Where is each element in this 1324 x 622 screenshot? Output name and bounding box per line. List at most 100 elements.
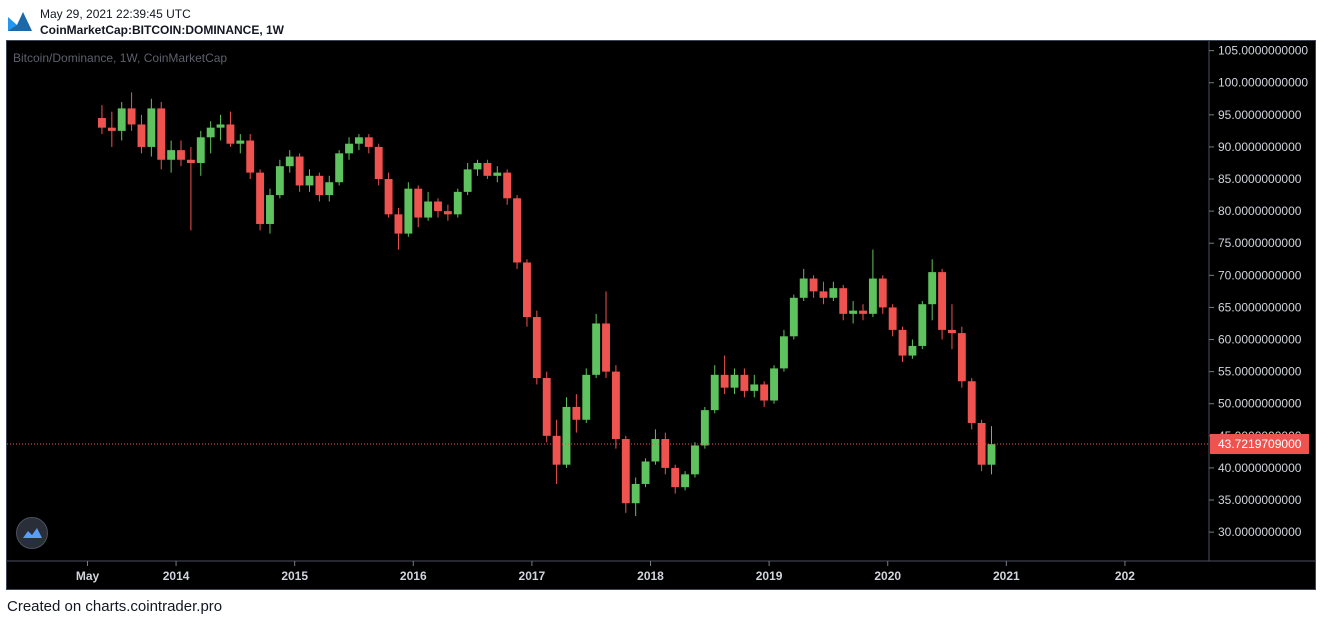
candle xyxy=(453,191,462,215)
candle xyxy=(730,374,739,388)
candle xyxy=(98,118,106,128)
candle xyxy=(839,288,848,314)
candle xyxy=(760,384,769,401)
candle xyxy=(186,159,195,163)
candle xyxy=(868,278,877,314)
candle xyxy=(750,384,759,391)
candle xyxy=(928,272,937,305)
y-tick-label: 75.0000000000 xyxy=(1218,236,1302,250)
candle xyxy=(315,175,324,196)
candle xyxy=(157,108,166,160)
candle xyxy=(266,195,274,224)
candle xyxy=(710,374,719,411)
candle xyxy=(216,124,225,128)
y-tick-label: 85.0000000000 xyxy=(1218,172,1302,186)
candle xyxy=(414,188,423,218)
candle xyxy=(967,381,976,423)
candle xyxy=(592,323,601,375)
candle xyxy=(542,378,551,436)
candle xyxy=(691,445,699,475)
chart-panel[interactable]: 30.0000000000 35.0000000000 40.0000000000 4… xyxy=(6,40,1316,590)
candle xyxy=(700,410,709,446)
candle xyxy=(295,156,304,186)
footer-credit: Created on charts.cointrader.pro xyxy=(7,598,223,615)
y-tick-label: 105.0000000000 xyxy=(1218,44,1308,58)
candle xyxy=(473,162,482,170)
candle xyxy=(335,153,344,183)
x-tick-label: May xyxy=(76,569,100,583)
candle xyxy=(809,278,818,292)
candle xyxy=(503,172,512,199)
candle xyxy=(740,374,749,391)
candle xyxy=(147,108,156,147)
candle xyxy=(621,439,630,504)
candle xyxy=(513,198,522,263)
x-tick-label: 2019 xyxy=(756,569,783,583)
candle xyxy=(582,374,591,420)
candle xyxy=(957,333,966,382)
candle xyxy=(404,188,413,234)
x-tick-label: 2021 xyxy=(993,569,1020,583)
y-tick-label: 40.0000000000 xyxy=(1218,461,1302,475)
y-tick-label: 50.0000000000 xyxy=(1218,397,1302,411)
candle xyxy=(463,169,472,192)
candle xyxy=(849,310,858,314)
candle xyxy=(789,297,798,337)
x-tick-label: 2017 xyxy=(519,569,546,583)
y-tick-label: 30.0000000000 xyxy=(1218,525,1302,539)
snapshot-timestamp: May 29, 2021 22:39:45 UTC xyxy=(40,7,191,21)
candle xyxy=(987,444,996,465)
candle xyxy=(878,278,887,308)
candle xyxy=(562,406,571,465)
candle xyxy=(364,137,373,147)
candle xyxy=(206,127,215,138)
candle xyxy=(394,214,403,234)
candle xyxy=(631,483,640,504)
y-tick-label: 60.0000000000 xyxy=(1218,333,1302,347)
candle xyxy=(493,172,502,176)
y-tick-label: 100.0000000000 xyxy=(1218,76,1308,90)
candle xyxy=(384,179,393,215)
candle xyxy=(246,140,255,173)
tradingview-watermark-icon[interactable] xyxy=(16,517,48,549)
y-tick-label: 80.0000000000 xyxy=(1218,204,1302,218)
tradingview-logo-icon xyxy=(8,12,32,31)
candle xyxy=(434,201,442,212)
candle xyxy=(671,467,680,488)
candle xyxy=(552,435,561,465)
y-tick-label: 55.0000000000 xyxy=(1218,365,1302,379)
candle xyxy=(918,304,927,346)
candle xyxy=(859,310,867,314)
candle xyxy=(275,166,284,196)
x-tick-label: 2020 xyxy=(874,569,901,583)
candle xyxy=(977,422,986,465)
candle xyxy=(117,108,126,131)
candle xyxy=(483,162,492,176)
y-tick-label: 95.0000000000 xyxy=(1218,108,1302,122)
candle xyxy=(681,474,690,488)
candle xyxy=(226,124,235,144)
candle xyxy=(779,336,788,369)
candle xyxy=(661,439,670,468)
candle xyxy=(443,211,452,215)
candlestick-chart[interactable]: 30.0000000000 35.0000000000 40.0000000000 4… xyxy=(7,41,1315,589)
candle xyxy=(354,137,363,144)
candle xyxy=(651,439,660,462)
candle xyxy=(345,143,353,154)
x-tick-label: 202 xyxy=(1115,569,1135,583)
candle xyxy=(948,329,956,334)
candle xyxy=(325,182,334,196)
candle xyxy=(641,461,650,484)
y-tick-label: 70.0000000000 xyxy=(1218,268,1302,282)
candle xyxy=(611,371,620,440)
candle xyxy=(523,262,531,318)
last-price-label: 43.7219709000 xyxy=(1218,437,1302,451)
x-tick-label: 2016 xyxy=(400,569,427,583)
candle xyxy=(720,374,729,388)
x-tick-label: 2014 xyxy=(163,569,190,583)
candle xyxy=(196,137,205,163)
candle xyxy=(799,278,808,298)
candle xyxy=(572,406,581,420)
candle xyxy=(285,156,294,167)
candle xyxy=(908,345,917,356)
